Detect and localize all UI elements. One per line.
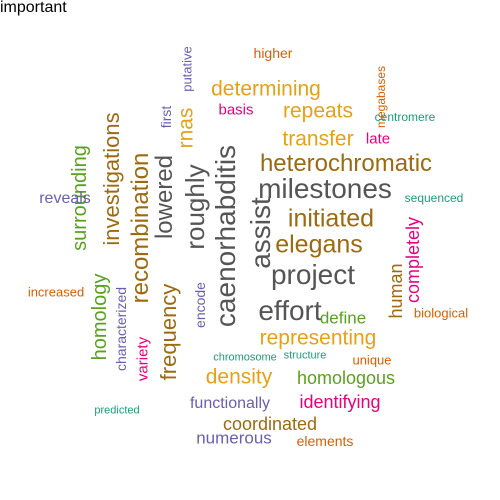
word-completely: completely bbox=[403, 216, 423, 304]
word-structure: structure bbox=[283, 349, 327, 362]
word-important: important bbox=[0, 0, 67, 16]
word-chromosome: chromosome bbox=[213, 351, 277, 364]
word-biological: biological bbox=[413, 305, 469, 321]
word-transfer: transfer bbox=[282, 127, 354, 151]
word-frequency: frequency bbox=[156, 283, 181, 381]
word-functionally: functionally bbox=[189, 395, 271, 412]
word-homology: homology bbox=[89, 273, 111, 361]
word-basis: basis bbox=[218, 101, 254, 119]
word-elements: elements bbox=[296, 433, 354, 449]
word-recombination: recombination bbox=[127, 152, 154, 304]
word-sequenced: sequenced bbox=[404, 191, 464, 205]
word-rnas: rnas bbox=[174, 107, 198, 149]
word-density: density bbox=[205, 365, 273, 389]
word-lowered: lowered bbox=[151, 154, 178, 240]
word-elegans: elegans bbox=[275, 230, 363, 259]
word-representing: representing bbox=[259, 326, 377, 350]
word-roughly: roughly bbox=[180, 164, 210, 250]
word-heterochromatic: heterochromatic bbox=[259, 150, 433, 177]
word-determining: determining bbox=[211, 77, 321, 101]
word-homologous: homologous bbox=[296, 368, 396, 388]
word-encode: encode bbox=[192, 282, 208, 328]
word-milestones: milestones bbox=[258, 173, 392, 204]
word-project: project bbox=[270, 259, 356, 290]
word-caenorhabditis: caenorhabditis bbox=[210, 144, 241, 328]
word-unique: unique bbox=[352, 352, 392, 368]
word-first: first bbox=[158, 105, 174, 129]
word-effort: effort bbox=[258, 295, 322, 326]
word-higher: higher bbox=[253, 45, 293, 61]
word-define: define bbox=[319, 308, 367, 328]
word-late: late bbox=[365, 130, 391, 148]
word-centromere: centromere bbox=[374, 110, 436, 124]
word-repeats: repeats bbox=[282, 99, 354, 123]
word-coordinated: coordinated bbox=[222, 414, 318, 434]
word-variety: variety bbox=[134, 336, 152, 382]
word-assist: assist bbox=[245, 197, 276, 269]
word-investigations: investigations bbox=[99, 112, 124, 246]
word-numerous: numerous bbox=[196, 428, 272, 448]
word-initiated: initiated bbox=[287, 204, 375, 233]
word-characterized: characterized bbox=[113, 286, 129, 372]
word-reveals: reveals bbox=[39, 190, 91, 207]
word-identifying: identifying bbox=[299, 392, 381, 412]
word-predicted: predicted bbox=[94, 404, 140, 417]
word-putative: putative bbox=[179, 46, 195, 92]
word-increased: increased bbox=[27, 284, 85, 300]
